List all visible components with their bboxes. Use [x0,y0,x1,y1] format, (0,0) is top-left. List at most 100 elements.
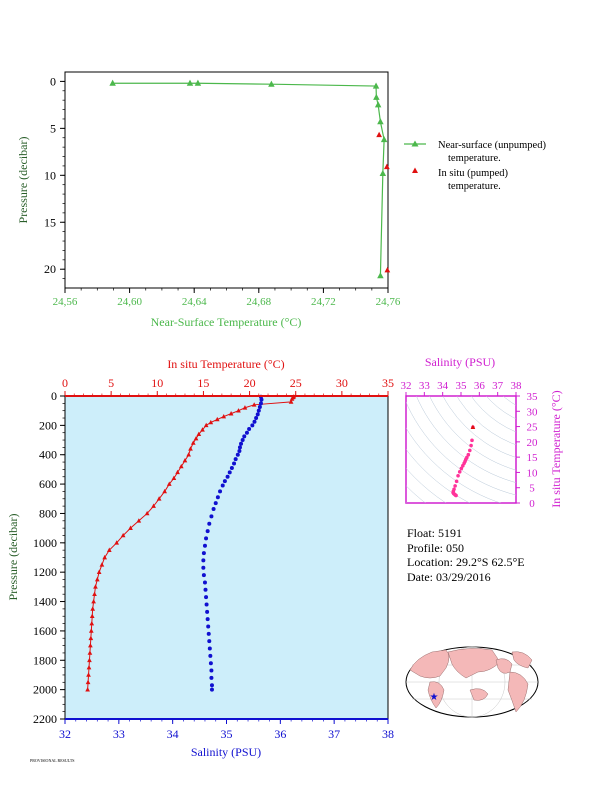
temperature-point [144,510,150,516]
salinity-point [207,639,212,644]
salinity-point [254,416,259,421]
salinity-point [209,514,214,519]
profile-y-label: Pressure (decibar) [6,514,20,601]
ts-x-tick-label: 38 [511,380,523,392]
temperature-point [92,591,97,597]
profile-number: Profile: 050 [407,540,464,555]
pressure-tick-label: 1200 [33,565,57,579]
salinity-point [256,408,261,413]
temperature-point [120,532,126,538]
salinity-point [211,507,216,512]
temp-tick-label: 25 [290,376,302,390]
salinity-point [206,631,211,636]
unpumped-point [380,136,388,143]
temperature-point [175,469,180,475]
salinity-point [201,565,206,570]
temperature-point [288,399,294,404]
density-contour [502,396,516,406]
legend-label-pumped: In situ (pumped) [438,168,508,179]
unpumped-point [373,93,380,100]
pumped-point [383,163,390,170]
ts-y-tick-label: 25 [527,422,539,434]
near-surface-chart: 24,56 24,60 24,64 24,68 24,72 24,76 0 5 10 15 20 N… [16,71,546,329]
temperature-point [182,458,188,463]
temperature-point [196,431,202,436]
salinity-point [225,474,230,479]
temperature-point [91,598,96,604]
temperature-point [200,427,205,432]
near-surface-marks [109,79,391,279]
pressure-tick-label: 400 [39,448,57,462]
ts-y-tick-label: 5 [529,483,535,495]
x-tick-label: 24,56 [53,296,78,308]
temperature-point [88,642,93,648]
pressure-tick-label: 600 [39,477,57,491]
temperature-point [87,657,92,663]
legend-label-pumped-2: temperature. [448,181,501,192]
salinity-point [207,521,212,526]
salinity-point [202,580,207,585]
credit-text: PROVISIONAL RESULTS [30,758,75,763]
world-map: ★ [405,646,539,718]
legend-marker-unpumped [411,140,419,147]
temperature-point [88,628,94,633]
pressure-tick-label: 1800 [33,653,57,667]
ts-point [469,443,473,448]
temperature-point [214,416,220,422]
sal-tick-label: 38 [382,727,394,741]
salinity-point [259,397,264,402]
salinity-point [204,595,209,600]
pressure-tick-label: 800 [39,506,57,520]
x-tick-label: 24,64 [182,296,207,308]
salinity-point [209,668,214,673]
salinity-point [239,441,244,446]
salinity-point [237,449,242,454]
sal-tick-label: 32 [59,727,71,741]
temp-tick-label: 20 [244,376,256,390]
salinity-point [205,609,210,614]
temperature-point [151,503,156,508]
ts-point [453,484,457,488]
sal-tick-label: 35 [221,727,233,741]
temperature-point [178,463,184,469]
ts-x-label: Salinity (PSU) [425,355,495,369]
unpumped-point [379,169,387,176]
salinity-point [222,479,227,484]
sal-tick-label: 36 [274,727,286,741]
temperature-point [236,408,241,413]
temperature-point [99,562,105,567]
profile-date: Date: 03/29/2016 [407,569,491,584]
pressure-tick-label: 2000 [33,683,57,697]
temperature-point [90,606,96,611]
unpumped-point [372,82,380,89]
temp-tick-label: 10 [151,376,163,390]
temperature-point [136,518,142,523]
ts-ticks: 32 33 34 35 36 37 38 0 5 10 15 20 25 30 35 [401,380,539,510]
salinity-point [240,438,245,443]
legend-label-unpumped-2: temperature. [448,153,501,164]
profile-ticks: 0 5 10 15 20 25 30 35 32 33 34 35 36 37 38 0 200 400 600 80… [33,376,394,741]
salinity-point [207,646,212,651]
ts-point [461,463,465,468]
temperature-point [86,672,91,677]
temperature-point [171,475,177,481]
pressure-tick-label: 0 [51,389,57,403]
ts-point [454,479,459,484]
temperature-point [89,620,95,626]
ts-y-tick-label: 35 [527,391,539,403]
near-surface-plot-area [64,71,389,289]
temperature-point [251,402,257,407]
temperature-point [88,635,94,641]
ts-surface-marker [470,424,476,430]
salinity-point [237,445,242,450]
float-location-marker: ★ [430,692,439,703]
temperature-point [188,446,193,451]
temperature-point [94,576,100,582]
ts-x-tick-label: 36 [474,380,486,392]
ts-point [457,470,462,474]
temperature-point [162,488,168,494]
temp-tick-label: 30 [336,376,348,390]
temperature-point [85,687,90,692]
temperature-point [86,665,92,670]
ts-point [459,466,464,471]
